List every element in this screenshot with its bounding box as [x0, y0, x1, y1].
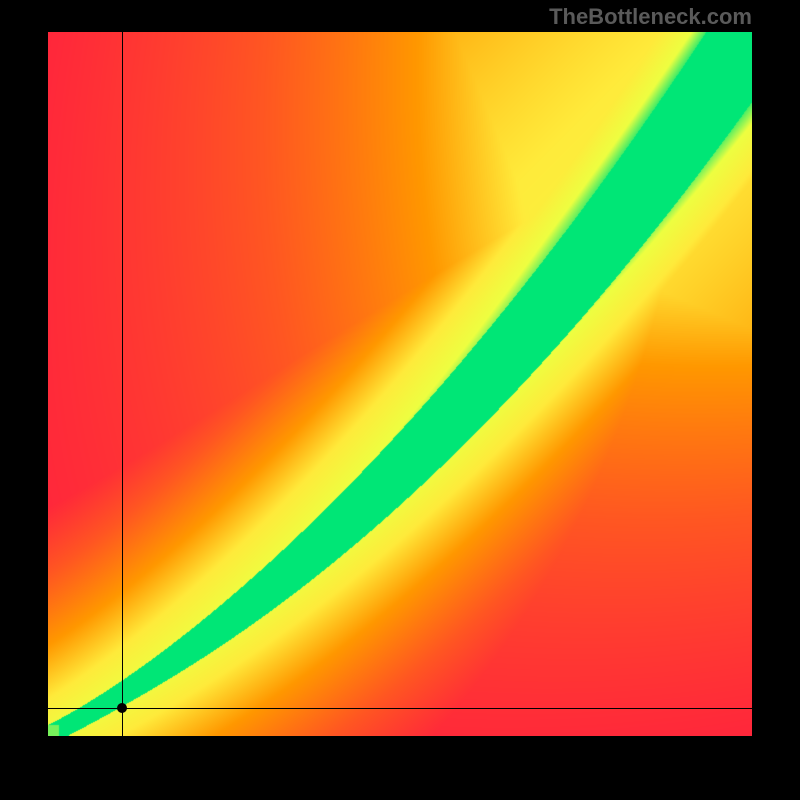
crosshair-dot — [117, 703, 127, 713]
bottleneck-heatmap — [48, 32, 752, 736]
watermark-text: TheBottleneck.com — [549, 4, 752, 30]
heatmap-canvas — [48, 32, 752, 736]
crosshair-horizontal — [48, 708, 752, 709]
crosshair-vertical — [122, 32, 123, 736]
